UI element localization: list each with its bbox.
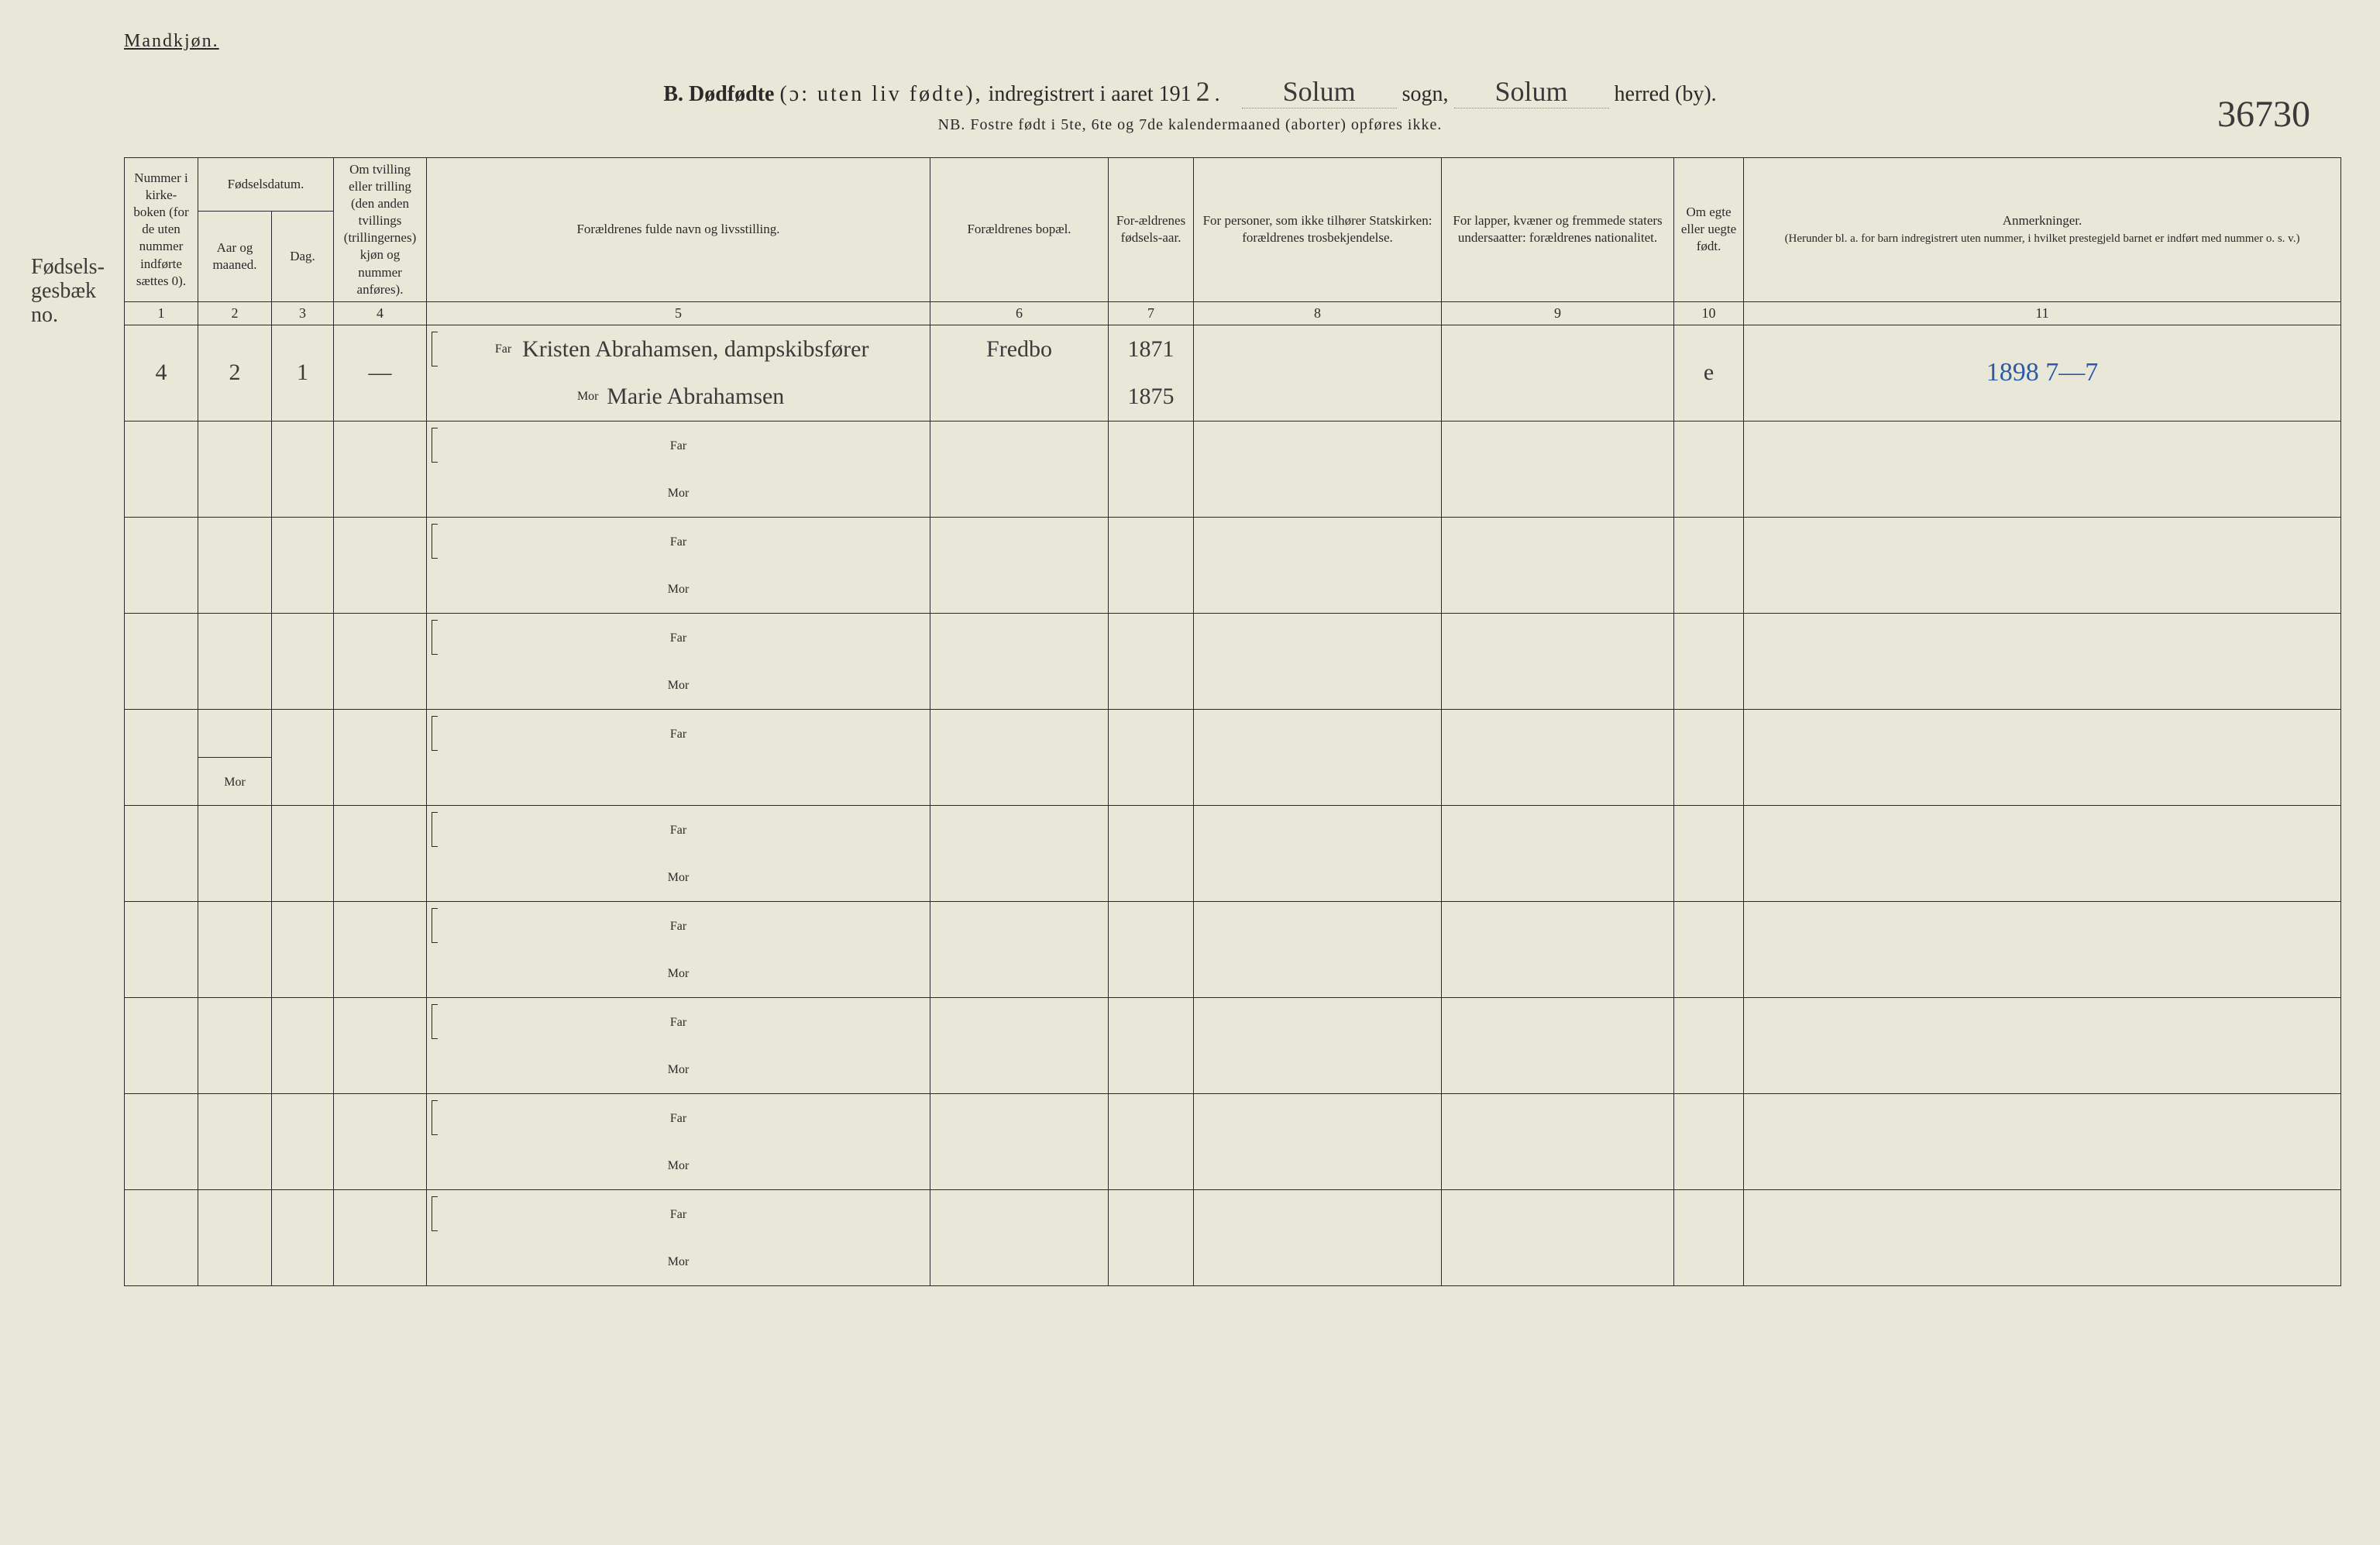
herred-label: herred (by). bbox=[1615, 82, 1717, 106]
col-9-header: For lapper, kvæner og fremmede staters u… bbox=[1442, 158, 1674, 302]
colnum-4: 4 bbox=[334, 301, 427, 325]
empty-row: Far bbox=[125, 1189, 2341, 1237]
residence-cell-2 bbox=[930, 373, 1109, 421]
year-digit: 2 bbox=[1192, 75, 1215, 108]
register-table: Nummer i kirke-boken (for de uten nummer… bbox=[124, 157, 2341, 1286]
col-4-header: Om tvilling eller trilling (den anden tv… bbox=[334, 158, 427, 302]
entry-faith bbox=[1194, 325, 1442, 421]
father-name: Kristen Abrahamsen, dampskibsfører bbox=[522, 336, 868, 363]
father-year-cell: 1871 bbox=[1109, 325, 1194, 373]
residence-cell: Fredbo bbox=[930, 325, 1109, 373]
col-10-header: Om egte eller uegte født. bbox=[1674, 158, 1744, 302]
title-line: B. Dødfødte (ɔ: uten liv fødte), indregi… bbox=[39, 75, 2341, 108]
entry-legitimacy: e bbox=[1674, 325, 1744, 421]
title-prefix: B. bbox=[663, 82, 683, 106]
col-11-title: Anmerkninger. bbox=[2003, 213, 2082, 228]
colnum-11: 11 bbox=[1744, 301, 2341, 325]
col-5-header: Forældrenes fulde navn og livsstilling. bbox=[427, 158, 930, 302]
mother-cell: Mor Marie Abrahamsen bbox=[427, 373, 930, 421]
col-11-sub: (Herunder bl. a. for barn indregistrert … bbox=[1785, 232, 2300, 245]
margin-note: Fødsels- gesbæk no. bbox=[31, 256, 116, 327]
colnum-1: 1 bbox=[125, 301, 198, 325]
colnum-9: 9 bbox=[1442, 301, 1674, 325]
entry-day: 1 bbox=[272, 325, 334, 421]
mother-year-cell: 1875 bbox=[1109, 373, 1194, 421]
col-2a-header: Aar og maaned. bbox=[198, 211, 272, 301]
page-number: 36730 bbox=[2217, 93, 2310, 136]
entry-nationality bbox=[1442, 325, 1674, 421]
title-paren: (ɔ: uten liv fødte), bbox=[779, 82, 982, 106]
colnum-3: 3 bbox=[272, 301, 334, 325]
title-main: Dødfødte bbox=[689, 82, 774, 106]
subtitle: NB. Fostre født i 5te, 6te og 7de kalend… bbox=[39, 116, 2341, 134]
col-6-header: Forældrenes bopæl. bbox=[930, 158, 1109, 302]
sogn-label: sogn, bbox=[1402, 82, 1449, 106]
col-11-header: Anmerkninger. (Herunder bl. a. for barn … bbox=[1744, 158, 2341, 302]
empty-row: Far bbox=[125, 421, 2341, 469]
empty-row: Far bbox=[125, 709, 2341, 757]
register-page: Mandkjøn. B. Dødfødte (ɔ: uten liv fødte… bbox=[39, 31, 2341, 1514]
col-1-header: Nummer i kirke-boken (for de uten nummer… bbox=[125, 158, 198, 302]
entry-number: 4 bbox=[125, 325, 198, 421]
title-registered: indregistrert i aaret 191 bbox=[989, 82, 1192, 106]
sogn-handwritten: Solum bbox=[1242, 75, 1397, 108]
entry-row-far: 4 2 1 — Far Kristen Abrahamsen, dampskib… bbox=[125, 325, 2341, 373]
column-number-row: 1 2 3 4 5 6 7 8 9 10 11 bbox=[125, 301, 2341, 325]
colnum-5: 5 bbox=[427, 301, 930, 325]
empty-row: Far bbox=[125, 901, 2341, 949]
far-label: Far bbox=[488, 342, 519, 356]
mor-label: Mor bbox=[573, 390, 604, 404]
entry-twins: — bbox=[334, 325, 427, 421]
empty-row: Far bbox=[125, 805, 2341, 853]
empty-row: Far bbox=[125, 517, 2341, 565]
herred-handwritten: Solum bbox=[1454, 75, 1609, 108]
colnum-2: 2 bbox=[198, 301, 272, 325]
colnum-7: 7 bbox=[1109, 301, 1194, 325]
empty-row: Far bbox=[125, 997, 2341, 1045]
mother-name: Marie Abrahamsen bbox=[607, 384, 784, 410]
header-row-1: Nummer i kirke-boken (for de uten nummer… bbox=[125, 158, 2341, 212]
col-8-header: For personer, som ikke tilhører Statskir… bbox=[1194, 158, 1442, 302]
bracket-icon bbox=[432, 332, 438, 367]
col-7-header: For-ældrenes fødsels-aar. bbox=[1109, 158, 1194, 302]
col-2b-header: Dag. bbox=[272, 211, 334, 301]
empty-row: Far bbox=[125, 1093, 2341, 1141]
colnum-6: 6 bbox=[930, 301, 1109, 325]
col-2-group-header: Fødselsdatum. bbox=[198, 158, 334, 212]
gender-label: Mandkjøn. bbox=[124, 31, 2341, 52]
entry-remark: 1898 7—7 bbox=[1744, 325, 2341, 421]
entry-month: 2 bbox=[198, 325, 272, 421]
colnum-8: 8 bbox=[1194, 301, 1442, 325]
colnum-10: 10 bbox=[1674, 301, 1744, 325]
empty-row: Far bbox=[125, 613, 2341, 661]
father-cell: Far Kristen Abrahamsen, dampskibsfører bbox=[427, 325, 930, 373]
